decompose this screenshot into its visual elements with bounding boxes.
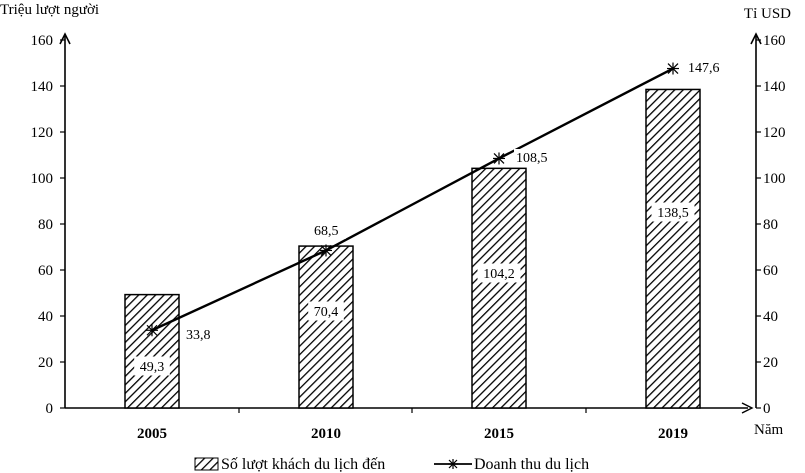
y-right-tick-label: 160 xyxy=(763,33,786,49)
svg-text:147,6: 147,6 xyxy=(688,61,720,76)
y-right-tick-label: 60 xyxy=(763,263,778,279)
bar xyxy=(645,88,701,409)
line-series xyxy=(146,62,679,337)
y-right-tick-label: 120 xyxy=(763,125,786,141)
y-right-tick-label: 20 xyxy=(763,355,778,371)
line-value-label: 147,6 xyxy=(686,59,727,76)
y-right-tick-label: 40 xyxy=(763,309,778,325)
y-axis-right-arrow xyxy=(750,32,762,45)
line-marker xyxy=(320,244,332,257)
line-marker xyxy=(146,324,158,337)
svg-text:68,5: 68,5 xyxy=(314,224,339,239)
y-axis-left-arrow xyxy=(59,32,71,45)
y-left-tick-label: 120 xyxy=(31,125,54,141)
y-right-tick-label: 140 xyxy=(763,79,786,95)
y-right-tick-label: 100 xyxy=(763,171,786,187)
line-value-label: 33,8 xyxy=(184,326,218,343)
svg-text:138,5: 138,5 xyxy=(657,206,689,221)
y-axis-right-label: Tỉ USD xyxy=(744,6,791,22)
data-labels: 49,3 70,4 104,2 138,5 33,8 68,5 108,5 147,6 xyxy=(134,59,727,376)
y-right-tick-label: 80 xyxy=(763,217,778,233)
line-value-label: 108,5 xyxy=(514,149,555,166)
y-left-tick-label: 40 xyxy=(38,309,53,325)
legend-line-label: Doanh thu du lịch xyxy=(474,456,589,473)
bar xyxy=(124,293,180,409)
y-left-tick-label: 140 xyxy=(31,79,54,95)
y-left-tick-label: 60 xyxy=(38,263,53,279)
legend-bar-label: Số lượt khách du lịch đến xyxy=(221,456,385,473)
y-left-tick-label: 0 xyxy=(46,401,54,417)
axes: 0 0 20 20 40 40 60 60 80 80 100 100 120 120 140 140 160 1… xyxy=(31,32,786,442)
svg-text:104,2: 104,2 xyxy=(483,267,515,282)
bar xyxy=(471,167,527,409)
svg-text:70,4: 70,4 xyxy=(314,305,339,320)
y-left-tick-label: 20 xyxy=(38,355,53,371)
line-marker xyxy=(493,152,505,165)
svg-text:33,8: 33,8 xyxy=(186,328,211,343)
y-left-tick-label: 160 xyxy=(31,33,54,49)
bar-value-label: 104,2 xyxy=(477,263,521,283)
line-marker xyxy=(667,62,679,75)
bar-value-label: 138,5 xyxy=(651,202,695,222)
bar xyxy=(298,245,354,409)
bar-series xyxy=(124,88,701,409)
y-right-tick-label: 0 xyxy=(763,401,771,417)
bar-value-label: 49,3 xyxy=(134,356,170,376)
x-tick-label: 2015 xyxy=(484,426,514,442)
x-axis-label: Năm xyxy=(754,422,783,438)
x-tick-label: 2005 xyxy=(137,426,167,442)
y-left-tick-label: 100 xyxy=(31,171,54,187)
y-axis-left-label: Triệu lượt người xyxy=(0,2,99,18)
line-value-label: 68,5 xyxy=(312,222,346,239)
legend-line-swatch xyxy=(434,459,472,469)
svg-text:108,5: 108,5 xyxy=(516,151,548,166)
bar-value-label: 70,4 xyxy=(308,301,344,321)
x-tick-label: 2019 xyxy=(658,426,688,442)
legend: Số lượt khách du lịch đến Doanh thu du l… xyxy=(194,456,589,473)
revenue-line xyxy=(151,67,674,332)
svg-text:49,3: 49,3 xyxy=(140,360,165,375)
x-tick-label: 2010 xyxy=(311,426,341,442)
x-axis-arrow xyxy=(741,402,754,414)
legend-bar-swatch xyxy=(194,457,219,471)
y-left-tick-label: 80 xyxy=(38,217,53,233)
